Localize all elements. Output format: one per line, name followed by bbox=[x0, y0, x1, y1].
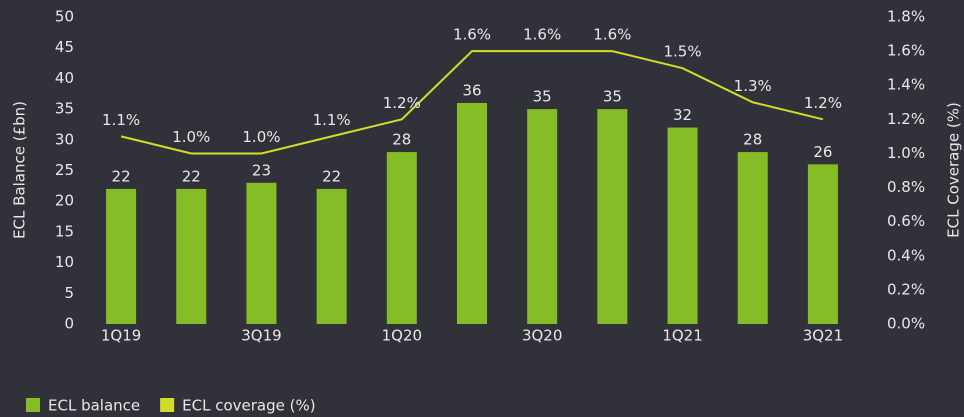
legend-label: ECL coverage (%) bbox=[182, 397, 315, 415]
bar-value-label: 23 bbox=[252, 161, 271, 179]
line-value-label: 1.6% bbox=[523, 26, 561, 44]
line bbox=[120, 50, 824, 155]
bar-value-label: 22 bbox=[112, 167, 131, 185]
y-tick-label: 0 bbox=[64, 315, 74, 333]
y2-tick-label: 0.4% bbox=[887, 246, 925, 264]
x-tick-label: 1Q19 bbox=[101, 327, 141, 345]
y2-axis-label: ECL Coverage (%) bbox=[945, 102, 963, 238]
line-value-label: 1.6% bbox=[593, 26, 631, 44]
y-axis-label: ECL Balance (£bn) bbox=[11, 101, 29, 239]
bar-value-label: 22 bbox=[182, 167, 201, 185]
line-value-label: 1.6% bbox=[453, 26, 491, 44]
y-tick-label: 10 bbox=[55, 253, 74, 271]
y2-tick-label: 0.6% bbox=[887, 212, 925, 230]
line-value-label: 1.0% bbox=[242, 128, 280, 146]
bar bbox=[176, 188, 207, 324]
y-tick-label: 45 bbox=[55, 38, 74, 56]
y2-tick-label: 0.0% bbox=[887, 315, 925, 333]
bar-value-label: 32 bbox=[673, 106, 692, 124]
bar-value-label: 22 bbox=[322, 167, 341, 185]
line-value-label: 1.3% bbox=[734, 77, 772, 95]
bar bbox=[667, 127, 698, 325]
x-tick-label: 3Q19 bbox=[241, 327, 281, 345]
y2-tick-label: 1.4% bbox=[887, 76, 925, 94]
bar bbox=[106, 188, 137, 324]
y-tick-label: 30 bbox=[55, 130, 74, 148]
bar-value-label: 35 bbox=[533, 88, 552, 106]
bar bbox=[807, 164, 838, 324]
bar-value-label: 28 bbox=[743, 131, 762, 149]
bar-value-label: 35 bbox=[603, 88, 622, 106]
y-tick-label: 35 bbox=[55, 100, 74, 118]
bar bbox=[737, 152, 768, 324]
y2-tick-label: 1.6% bbox=[887, 42, 925, 60]
legend-swatch bbox=[160, 398, 175, 412]
y2-tick-label: 0.2% bbox=[887, 280, 925, 298]
bar bbox=[527, 109, 558, 324]
y-tick-label: 40 bbox=[55, 69, 74, 87]
bar bbox=[316, 188, 347, 324]
y2-tick-label: 0.8% bbox=[887, 178, 925, 196]
x-tick-label: 1Q20 bbox=[382, 327, 422, 345]
bar bbox=[457, 102, 487, 325]
y2-tick-label: 1.8% bbox=[887, 8, 925, 26]
line-value-label: 1.1% bbox=[313, 111, 351, 129]
bar-value-label: 36 bbox=[462, 81, 481, 99]
bar bbox=[597, 109, 628, 324]
y-tick-label: 15 bbox=[55, 222, 74, 240]
bar-value-label: 26 bbox=[813, 143, 832, 161]
x-tick-label: 3Q21 bbox=[803, 327, 843, 345]
line-value-label: 1.5% bbox=[663, 43, 701, 61]
bar-value-label: 28 bbox=[392, 131, 411, 149]
line-value-label: 1.0% bbox=[172, 128, 210, 146]
y2-tick-label: 1.0% bbox=[887, 144, 925, 162]
bar bbox=[386, 152, 417, 324]
legend-label: ECL balance bbox=[48, 397, 140, 415]
y2-tick-label: 1.2% bbox=[887, 110, 925, 128]
bar bbox=[246, 182, 277, 324]
line-value-label: 1.2% bbox=[383, 94, 421, 112]
x-tick-label: 1Q21 bbox=[662, 327, 702, 345]
y-tick-label: 50 bbox=[55, 8, 74, 26]
x-tick-label: 3Q20 bbox=[522, 327, 562, 345]
line-value-label: 1.2% bbox=[804, 94, 842, 112]
legend-swatch bbox=[26, 398, 40, 412]
line-value-label: 1.1% bbox=[102, 111, 140, 129]
y-tick-label: 20 bbox=[55, 192, 74, 210]
y-tick-label: 5 bbox=[64, 284, 74, 302]
y-tick-label: 25 bbox=[55, 161, 74, 179]
